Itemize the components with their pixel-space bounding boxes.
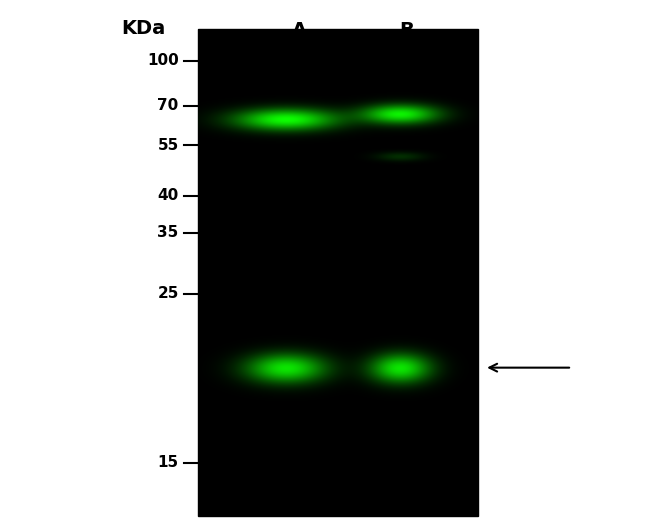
Text: 35: 35 [157, 225, 179, 240]
Text: 40: 40 [157, 188, 179, 203]
Text: 100: 100 [147, 53, 179, 68]
Text: A: A [291, 21, 307, 40]
Text: KDa: KDa [121, 19, 165, 38]
Text: 70: 70 [157, 98, 179, 113]
Bar [198, 29, 478, 516]
Text: 55: 55 [157, 138, 179, 153]
Text: B: B [399, 21, 413, 40]
Text: 15: 15 [157, 455, 179, 470]
Text: 25: 25 [157, 286, 179, 301]
